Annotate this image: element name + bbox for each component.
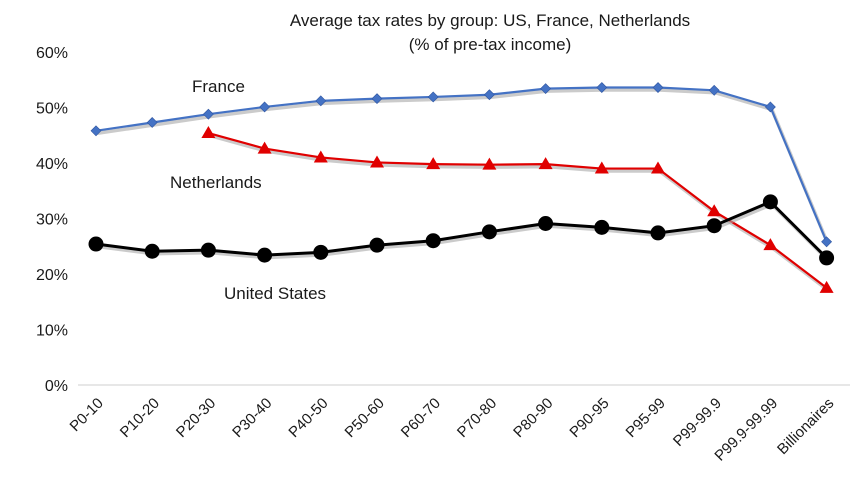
- data-point-netherlands: [201, 126, 216, 139]
- x-tick-label: P95-99: [623, 395, 669, 441]
- series-line-netherlands: [208, 131, 828, 289]
- data-point-netherlands: [426, 157, 441, 170]
- data-point-united-states: [706, 218, 722, 234]
- data-point-france: [146, 117, 158, 128]
- x-tick-label: P50-60: [342, 395, 388, 441]
- x-axis-ticks: P0-10 P10-20 P20-30 P30-40 P40-50 P50-60 P60-7…: [67, 395, 838, 465]
- data-point-france: [90, 125, 102, 137]
- data-point-france: [708, 84, 720, 96]
- data-point-netherlands: [651, 161, 665, 174]
- x-tick-label: P99-99.9: [670, 395, 725, 450]
- data-point-united-states: [144, 243, 160, 259]
- chart-title: Average tax rates by group: US, France, …: [290, 11, 690, 30]
- data-point-france: [371, 93, 383, 105]
- data-point-netherlands: [594, 161, 609, 174]
- data-point-united-states: [650, 225, 666, 241]
- data-point-netherlands: [313, 150, 328, 163]
- x-tick-label: P80-90: [510, 395, 556, 441]
- x-tick-label: P40-50: [285, 395, 331, 441]
- data-point-netherlands: [707, 204, 722, 217]
- data-point-united-states: [88, 236, 104, 252]
- x-tick-label: P70-80: [454, 395, 500, 441]
- y-tick-label: 10%: [36, 323, 68, 340]
- data-point-france: [540, 83, 552, 95]
- series-shadow-united-states: [97, 202, 830, 262]
- series-label-france: France: [192, 77, 245, 96]
- data-point-france: [764, 101, 776, 113]
- data-point-france: [596, 82, 608, 93]
- series-label-united-states: United States: [224, 284, 326, 303]
- data-point-united-states: [819, 250, 835, 266]
- data-point-france: [821, 236, 833, 248]
- x-tick-label: P10-20: [117, 395, 163, 441]
- data-point-netherlands: [538, 157, 553, 170]
- y-tick-label: 60%: [36, 45, 68, 62]
- series-layer: [88, 82, 835, 293]
- data-point-france: [259, 101, 271, 113]
- chart-subtitle: (% of pre-tax income): [409, 35, 572, 54]
- data-point-france: [652, 82, 664, 93]
- data-point-france: [483, 89, 495, 101]
- data-point-netherlands: [819, 280, 834, 293]
- data-point-united-states: [594, 219, 610, 235]
- data-point-netherlands: [370, 155, 384, 168]
- series-shadow-netherlands: [209, 133, 830, 292]
- series-shadow-france: [97, 88, 830, 245]
- data-point-france: [427, 91, 439, 103]
- data-point-united-states: [481, 224, 497, 240]
- data-point-netherlands: [482, 157, 497, 170]
- data-point-united-states: [425, 233, 441, 249]
- x-tick-label: Billionaires: [774, 395, 837, 458]
- data-point-united-states: [538, 215, 554, 231]
- x-tick-label: P0-10: [67, 395, 107, 435]
- series-label-netherlands: Netherlands: [170, 173, 262, 192]
- data-point-france: [202, 108, 214, 120]
- y-axis-ticks: 0% 10% 20% 30% 40% 50% 60%: [36, 45, 68, 395]
- data-point-united-states: [762, 194, 778, 210]
- x-tick-label: P30-40: [229, 395, 275, 441]
- data-point-netherlands: [257, 141, 272, 154]
- y-tick-label: 40%: [36, 156, 68, 173]
- data-point-france: [315, 95, 327, 107]
- series-line-france: [95, 86, 828, 243]
- x-tick-label: P60-70: [398, 395, 444, 441]
- x-tick-label: P20-30: [173, 395, 219, 441]
- y-tick-label: 50%: [36, 101, 68, 118]
- y-tick-label: 20%: [36, 267, 68, 284]
- data-point-united-states: [313, 244, 329, 260]
- data-point-united-states: [369, 237, 385, 253]
- y-tick-label: 30%: [36, 212, 68, 229]
- data-point-united-states: [200, 242, 216, 258]
- data-point-netherlands: [763, 238, 778, 251]
- data-point-united-states: [257, 247, 273, 263]
- series-line-united-states: [95, 200, 828, 259]
- y-tick-label: 0%: [45, 378, 68, 395]
- x-tick-label: P90-95: [566, 395, 612, 441]
